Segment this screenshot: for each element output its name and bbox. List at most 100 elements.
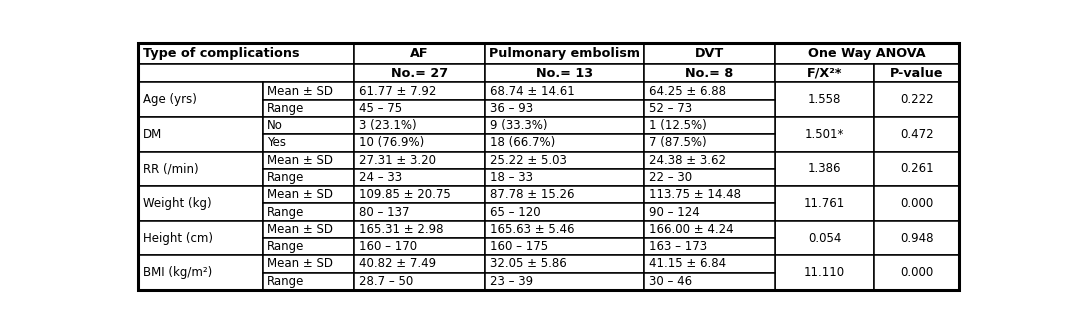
Bar [263,238,354,255]
Text: 80 – 137: 80 – 137 [360,206,410,218]
Text: 24.38 ± 3.62: 24.38 ± 3.62 [648,154,725,167]
Bar [644,186,775,204]
Bar [485,64,644,82]
Bar [775,44,959,64]
Bar [263,100,354,117]
Bar [874,186,959,221]
Text: 23 – 39: 23 – 39 [490,275,533,288]
Bar [263,134,354,151]
Bar [485,169,644,186]
Text: Mean ± SD: Mean ± SD [268,188,333,201]
Bar [644,255,775,273]
Bar [263,255,354,273]
Bar [775,151,874,186]
Text: 160 – 175: 160 – 175 [490,240,548,253]
Bar [775,255,874,290]
Text: 40.82 ± 7.49: 40.82 ± 7.49 [360,257,437,271]
Text: Mean ± SD: Mean ± SD [268,223,333,236]
Bar [874,221,959,255]
Text: 25.22 ± 5.03: 25.22 ± 5.03 [490,154,567,167]
Text: No.= 13: No.= 13 [536,67,593,80]
Text: Type of complications: Type of complications [143,47,300,60]
Text: 45 – 75: 45 – 75 [360,102,402,115]
Bar [874,64,959,82]
Text: No.= 27: No.= 27 [391,67,448,80]
Text: 0.472: 0.472 [900,128,933,141]
Text: 9 (33.3%): 9 (33.3%) [490,119,548,132]
Bar [644,64,775,82]
Text: Mean ± SD: Mean ± SD [268,257,333,271]
Text: 1 (12.5%): 1 (12.5%) [648,119,706,132]
Text: Height (cm): Height (cm) [143,232,213,245]
Bar [263,204,354,221]
Text: Weight (kg): Weight (kg) [143,197,212,210]
Bar [644,169,775,186]
Text: Range: Range [268,171,305,184]
Text: P-value: P-value [890,67,944,80]
Text: 1.558: 1.558 [808,93,841,106]
Text: Mean ± SD: Mean ± SD [268,84,333,98]
Text: 165.31 ± 2.98: 165.31 ± 2.98 [360,223,444,236]
Text: One Way ANOVA: One Way ANOVA [808,47,926,60]
Bar [354,100,485,117]
Text: 11.761: 11.761 [804,197,845,210]
Bar [644,204,775,221]
Bar [354,255,485,273]
Bar [775,64,874,82]
Text: 0.054: 0.054 [808,232,841,245]
Bar [354,82,485,100]
Text: 30 – 46: 30 – 46 [648,275,692,288]
Bar [775,117,874,151]
Text: Yes: Yes [268,136,286,149]
Text: F/X²*: F/X²* [807,67,842,80]
Bar [263,82,354,100]
Text: 61.77 ± 7.92: 61.77 ± 7.92 [360,84,437,98]
Bar [485,117,644,134]
Text: 68.74 ± 14.61: 68.74 ± 14.61 [490,84,575,98]
Text: 41.15 ± 6.84: 41.15 ± 6.84 [648,257,725,271]
Bar [138,117,263,151]
Bar [138,186,263,221]
Bar [874,117,959,151]
Bar [354,169,485,186]
Bar [354,117,485,134]
Text: 1.501*: 1.501* [805,128,844,141]
Bar [485,255,644,273]
Text: 0.261: 0.261 [900,162,933,175]
Bar [354,273,485,290]
Text: DVT: DVT [694,47,724,60]
Bar [263,273,354,290]
Bar [354,221,485,238]
Text: Range: Range [268,240,305,253]
Bar [138,221,263,255]
Bar [644,44,775,64]
Bar [485,82,644,100]
Bar [644,117,775,134]
Text: AF: AF [410,47,429,60]
Text: 65 – 120: 65 – 120 [490,206,540,218]
Bar [874,151,959,186]
Text: 166.00 ± 4.24: 166.00 ± 4.24 [648,223,733,236]
Bar [354,204,485,221]
Bar [644,134,775,151]
Bar [354,44,485,64]
Bar [485,238,644,255]
Text: 3 (23.1%): 3 (23.1%) [360,119,416,132]
Bar [138,255,263,290]
Text: 0.948: 0.948 [900,232,933,245]
Text: Mean ± SD: Mean ± SD [268,154,333,167]
Text: 0.000: 0.000 [900,266,933,279]
Bar [775,221,874,255]
Bar [485,221,644,238]
Text: No.= 8: No.= 8 [685,67,733,80]
Text: 87.78 ± 15.26: 87.78 ± 15.26 [490,188,575,201]
Bar [263,151,354,169]
Text: 109.85 ± 20.75: 109.85 ± 20.75 [360,188,450,201]
Text: 27.31 ± 3.20: 27.31 ± 3.20 [360,154,437,167]
Text: 24 – 33: 24 – 33 [360,171,402,184]
Text: 36 – 93: 36 – 93 [490,102,533,115]
Text: 113.75 ± 14.48: 113.75 ± 14.48 [648,188,740,201]
Bar [485,134,644,151]
Text: 28.7 – 50: 28.7 – 50 [360,275,413,288]
Text: 0.222: 0.222 [900,93,933,106]
